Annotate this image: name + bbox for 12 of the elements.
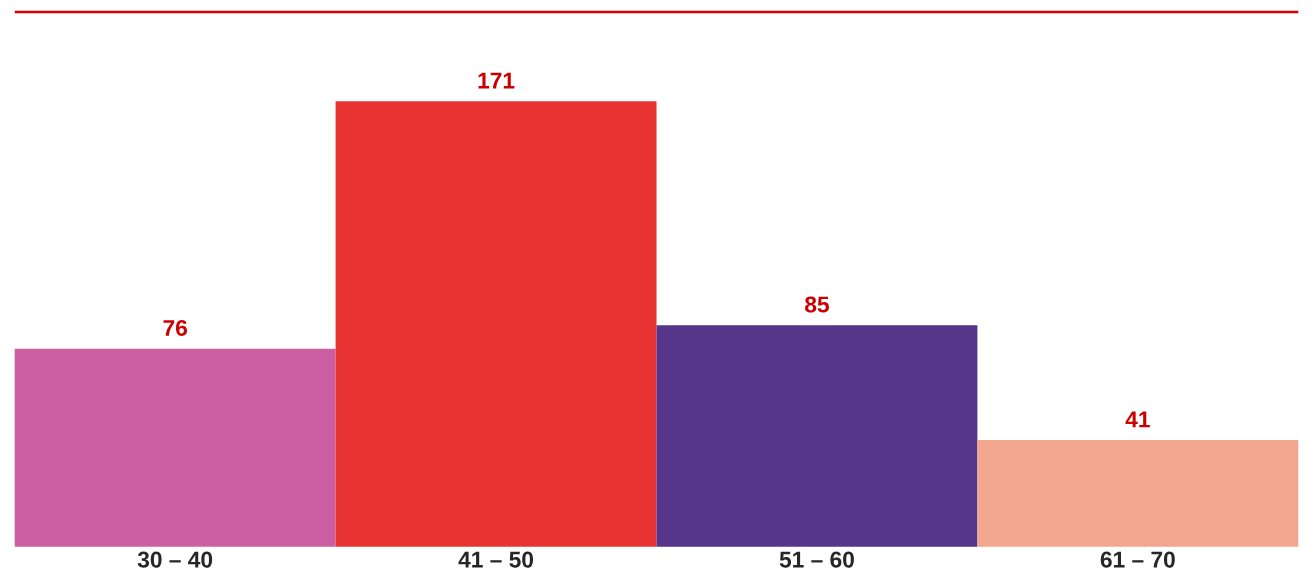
bar: [977, 439, 1299, 547]
bar: [14, 348, 336, 547]
data-label: 76: [163, 319, 187, 336]
x-tick-label: 41 – 50: [458, 551, 534, 568]
data-label: 171: [478, 72, 515, 89]
x-tick-label: 61 – 70: [1100, 551, 1175, 568]
x-tick-label: 51 – 60: [779, 551, 854, 568]
data-label: 41: [1125, 411, 1150, 428]
bar: [656, 325, 978, 547]
data-label: 85: [805, 296, 829, 313]
x-tick-label: 30 – 40: [137, 551, 213, 568]
bar: [335, 101, 657, 547]
